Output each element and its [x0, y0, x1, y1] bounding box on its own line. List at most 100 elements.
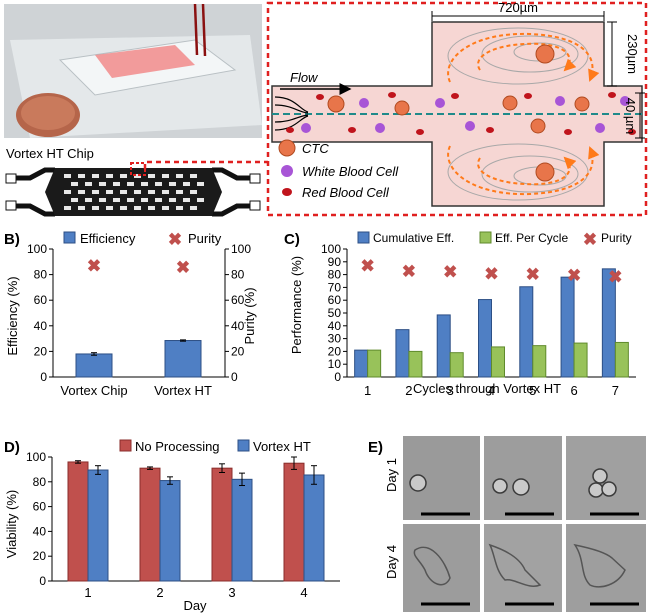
chart-d-ytick-label: 40	[33, 524, 47, 538]
chart-c-ylabel: Performance (%)	[289, 256, 304, 354]
chart-c-purity-marker: ✖	[526, 265, 540, 284]
chart-c-bar-per-cycle	[614, 341, 629, 378]
chart-b-purity-marker: ✖	[176, 258, 190, 277]
chart-c-bar-cumulative	[560, 276, 575, 378]
chart-c-bar-cumulative	[519, 286, 534, 378]
chart-c-xtick-label: 5	[529, 383, 536, 398]
chart-c-ytick-label: 100	[321, 242, 341, 256]
channel-schematic	[271, 21, 643, 207]
dim-width-label: 720µm	[498, 0, 538, 15]
panel-b-letter: B)	[4, 231, 20, 248]
chart-d-xtick-label: 1	[84, 585, 91, 600]
chart-c-xtick-label: 4	[488, 383, 495, 398]
chart-d-bar-no-processing	[139, 467, 161, 582]
flow-label: Flow	[290, 70, 319, 85]
chart-c-bar-cumulative	[395, 329, 410, 378]
chart-c-bar-per-cycle	[491, 346, 505, 378]
chart-c-ytick-label: 30	[328, 332, 342, 346]
chart-b-purity-marker: ✖	[87, 257, 101, 276]
chart-c-ytick-label: 90	[328, 255, 342, 269]
chart-c-bar-per-cycle	[532, 345, 547, 378]
chart-c-purity-marker: ✖	[608, 268, 622, 287]
legend-rbc: Red Blood Cell	[302, 185, 390, 200]
chart-d-ytick-label: 80	[33, 475, 47, 489]
chart-c-ytick-label: 40	[328, 319, 342, 333]
chart-d: 0 20 40 60 80 100 1 2 3 4	[26, 450, 340, 600]
chart-c-bar-per-cycle	[408, 350, 423, 378]
chart-c-purity-marker: ✖	[567, 266, 581, 285]
chart-d-bar-no-processing	[283, 462, 305, 582]
panel-c-letter: C)	[284, 231, 300, 248]
chart-b-ytick-label-right: 100	[231, 242, 251, 256]
chart-d-bar-no-processing	[67, 461, 89, 582]
chart-b-bar-efficiency	[164, 340, 202, 378]
purity-marker-icon: ✖	[168, 230, 182, 249]
chart-c-xtick-label: 6	[570, 383, 577, 398]
chart-c-ytick-label: 70	[328, 280, 342, 294]
legend-efficiency: Efficiency	[80, 231, 136, 246]
chart-c-ytick-label: 50	[328, 306, 342, 320]
chart-c-bar-cumulative	[436, 314, 451, 378]
chart-b-ytick-label-right: 20	[231, 344, 245, 358]
dimension-marks	[431, 11, 645, 139]
legend-purity: Purity	[188, 231, 222, 246]
chart-c-purity-marker: ✖	[443, 262, 457, 281]
chart-b-ytick-label-right: 0	[231, 370, 238, 384]
panel-e-letter: E)	[368, 439, 383, 456]
legend-vortex-ht: Vortex HT	[253, 439, 311, 454]
chart-b-ylabel-left: Efficiency (%)	[5, 276, 20, 355]
chart-c-ytick-label: 10	[328, 357, 342, 371]
chart-b-ytick-label: 20	[34, 344, 48, 358]
chart-c-bar-per-cycle	[367, 349, 382, 378]
chart-c-legend: Cumulative Eff. Eff. Per Cycle ✖ Purity	[357, 230, 632, 249]
row-label-day1: Day 1	[384, 458, 399, 492]
chart-c-bar-per-cycle	[449, 352, 464, 378]
chip-schematic	[5, 162, 261, 217]
chart-c-bar-cumulative	[354, 349, 369, 378]
chart-b-bar-efficiency	[75, 353, 113, 378]
chart-c-bar-cumulative	[478, 299, 492, 378]
chart-b-ytick-label-right: 80	[231, 268, 245, 282]
dim-channel-label: 40 µm	[623, 98, 638, 134]
legend-per-cycle: Eff. Per Cycle	[495, 231, 568, 245]
chart-b-ytick-label-right: 40	[231, 319, 245, 333]
chart-d-bar-vortex-ht	[303, 474, 325, 582]
chart-d-ylabel: Viability (%)	[4, 490, 19, 558]
chart-d-ytick-label: 60	[33, 500, 47, 514]
chart-d-bar-vortex-ht	[87, 469, 109, 582]
chart-c-purity-marker: ✖	[484, 264, 498, 283]
chip-photo	[4, 3, 262, 138]
chart-c-bar-per-cycle	[573, 342, 588, 378]
chart-b-ytick-label: 40	[34, 319, 48, 333]
chart-b: 0 0 20 20 40 40 60 60 80 80 100 100 ✖ Vortex Chip ✖ Vor…	[27, 242, 251, 398]
chart-c-xtick-label: 3	[447, 383, 454, 398]
chart-b-ytick-label: 0	[40, 370, 47, 384]
chart-d-bar-vortex-ht	[231, 478, 253, 582]
chart-b-ytick-label: 100	[27, 242, 47, 256]
chart-b-ytick-label: 80	[34, 268, 48, 282]
panel-d-letter: D)	[4, 439, 20, 456]
chart-c-xtick-label: 2	[405, 383, 412, 398]
micrographs	[403, 436, 646, 612]
chart-c-ytick-label: 20	[328, 344, 342, 358]
chart-b-legend: Efficiency ✖ Purity	[63, 230, 222, 249]
chart-c-purity-marker: ✖	[402, 262, 416, 281]
chart-d-xtick-label: 4	[300, 585, 307, 600]
chart-d-bar-vortex-ht	[159, 480, 181, 582]
legend-cumulative: Cumulative Eff.	[373, 231, 454, 245]
chart-c-ytick-label: 80	[328, 268, 342, 282]
chart-c-xtick-label: 1	[364, 383, 371, 398]
chart-d-ytick-label: 0	[39, 574, 46, 588]
chart-b-xtick-label: Vortex HT	[154, 383, 212, 398]
chart-d-xtick-label: 2	[156, 585, 163, 600]
chart-b-ylabel-right: Purity (%)	[242, 287, 257, 344]
chart-d-bar-no-processing	[211, 467, 233, 582]
chart-d-xlabel: Day	[183, 598, 207, 613]
row-label-day4: Day 4	[384, 545, 399, 579]
chart-c-ytick-label: 0	[334, 370, 341, 384]
legend-purity-c: Purity	[601, 231, 632, 245]
chart-d-xtick-label: 3	[228, 585, 235, 600]
chart-c-xlabel: Cycles through Vortex HT	[413, 381, 561, 396]
